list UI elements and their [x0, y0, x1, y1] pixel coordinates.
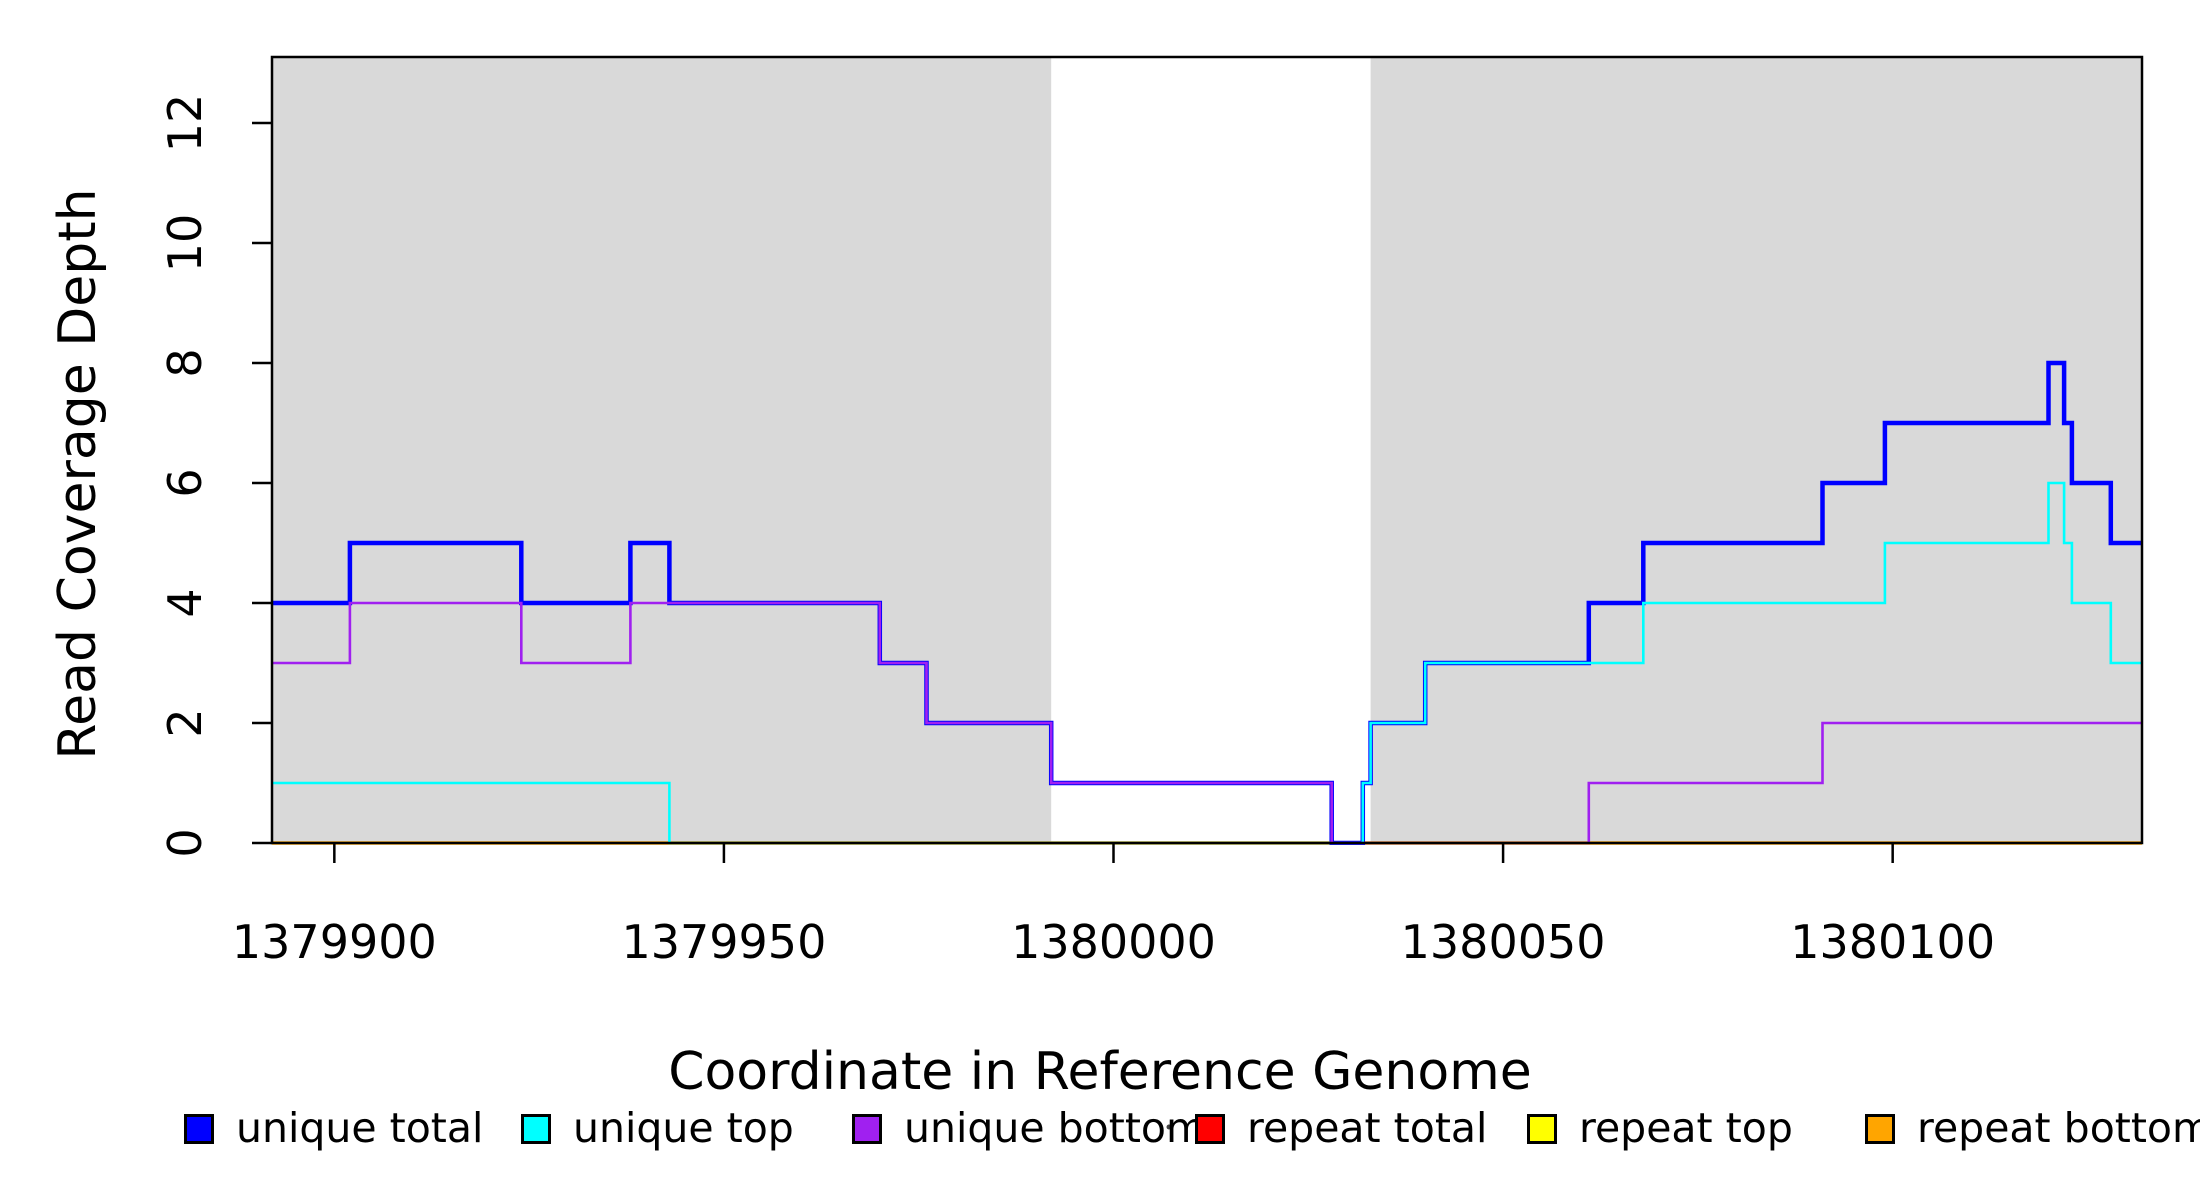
y-tick-label: 8 — [158, 348, 212, 377]
y-axis-title: Read Coverage Depth — [48, 188, 108, 760]
shaded-region — [272, 57, 1052, 843]
y-tick-label: 6 — [158, 468, 212, 497]
y-tick-label: 4 — [158, 588, 212, 617]
x-tick-label: 1380000 — [1011, 915, 1216, 969]
x-tick-label: 1380050 — [1401, 915, 1606, 969]
series-line-unique-top — [272, 481, 2142, 845]
y-tick-label: 0 — [158, 828, 212, 857]
y-tick-label: 12 — [158, 94, 212, 153]
y-tick-label: 2 — [158, 708, 212, 737]
x-tick-label: 1379950 — [621, 915, 826, 969]
x-tick-label: 1379900 — [232, 915, 437, 969]
plot-border — [270, 55, 2144, 845]
series-line-unique-bottom — [272, 601, 2142, 845]
shaded-region — [1370, 57, 2142, 843]
x-axis-title: Coordinate in Reference Genome — [668, 1042, 1532, 1102]
y-tick-label: 10 — [158, 214, 212, 273]
stray-dot — [1166, 1124, 1172, 1130]
x-tick-label: 1380100 — [1790, 915, 1995, 969]
